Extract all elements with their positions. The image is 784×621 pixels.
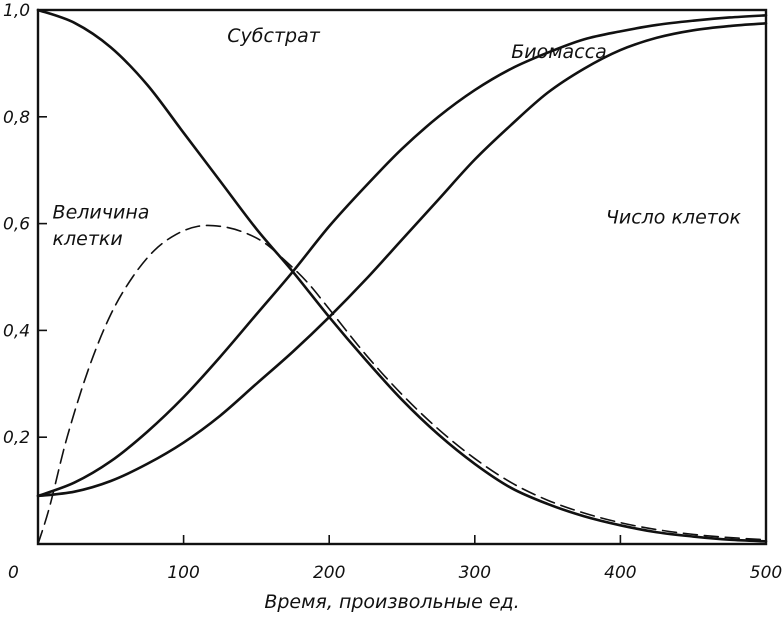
plot-border [36,8,768,546]
series-line-substrate [36,8,768,543]
y-tick-label: 0,4 [3,321,30,341]
series-line-cell-size [37,224,767,545]
series-line-biomass [36,14,768,498]
curve-label-cell-size: клетки [53,228,123,250]
curve-label-cell-size: Величина [53,201,150,223]
x-tick-label: 400 [604,563,636,583]
y-tick-label: 0,2 [3,428,30,448]
y-tick-label: 1,0 [3,1,30,21]
x-axis-title: Время, произвольные ед. [264,591,519,613]
series-layer [36,8,768,545]
x-tick-label: 300 [459,563,491,583]
x-axis-ticks: 100 200 300 400 500 [167,535,782,583]
series-line-cell-number [36,22,768,498]
y-tick-label: 0,6 [3,215,30,235]
annotation-layer: Субстрат Биомасса Число клеток Величина клет… [53,25,742,250]
x-tick-label: 100 [167,563,199,583]
x-tick-label: 200 [313,563,345,583]
curve-label-cell-number: Число клеток [606,207,742,229]
y-axis-ticks: 0,2 0,4 0,6 0,8 1,0 [3,1,47,448]
x-origin-label: 0 [8,563,19,583]
y-tick-label: 0,8 [3,108,30,128]
x-tick-label: 500 [750,563,782,583]
curve-label-substrate: Субстрат [227,25,320,47]
curve-label-biomass: Биомасса [511,41,607,63]
plot-frame [36,8,768,546]
